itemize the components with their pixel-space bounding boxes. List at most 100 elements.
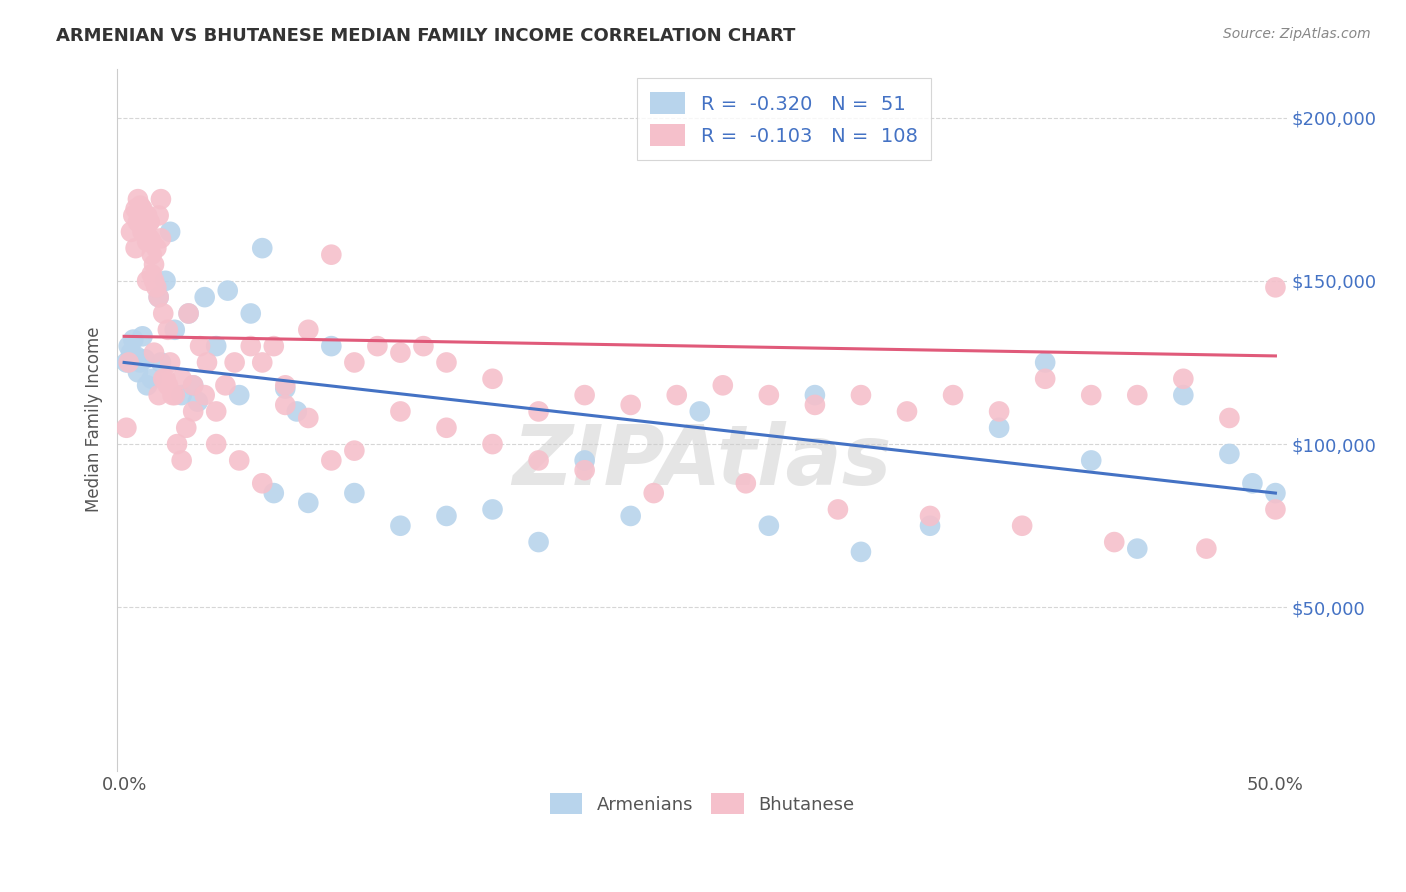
Point [1033, 372, 1056, 386]
Point [205, 404, 228, 418]
Point [145, 280, 167, 294]
Point [159, 355, 181, 369]
Point [827, 502, 849, 516]
Point [115, 421, 138, 435]
Point [481, 372, 503, 386]
Point [574, 463, 596, 477]
Point [127, 215, 149, 229]
Point [138, 231, 160, 245]
Point [274, 398, 297, 412]
Point [274, 382, 297, 396]
Y-axis label: Median Family Income: Median Family Income [86, 326, 103, 512]
Point [217, 284, 239, 298]
Point [436, 421, 458, 435]
Point [131, 202, 153, 216]
Point [988, 404, 1011, 418]
Point [1080, 388, 1102, 402]
Point [127, 365, 149, 379]
Point [120, 345, 142, 359]
Point [620, 398, 643, 412]
Point [205, 437, 228, 451]
Point [321, 248, 343, 262]
Point [134, 352, 156, 367]
Point [665, 388, 688, 402]
Point [170, 388, 193, 402]
Point [252, 241, 274, 255]
Point [143, 345, 166, 359]
Point [527, 535, 550, 549]
Point [138, 215, 160, 229]
Point [1011, 518, 1033, 533]
Point [224, 355, 246, 369]
Point [149, 192, 172, 206]
Point [988, 421, 1011, 435]
Point [297, 411, 319, 425]
Point [527, 453, 550, 467]
Point [297, 496, 319, 510]
Point [942, 388, 965, 402]
Point [758, 388, 780, 402]
Point [1264, 502, 1286, 516]
Point [343, 443, 366, 458]
Point [124, 202, 146, 216]
Point [252, 476, 274, 491]
Point [122, 333, 145, 347]
Point [228, 453, 250, 467]
Point [643, 486, 665, 500]
Point [129, 209, 152, 223]
Point [574, 388, 596, 402]
Point [389, 518, 412, 533]
Point [758, 518, 780, 533]
Point [239, 306, 262, 320]
Point [122, 209, 145, 223]
Text: Source: ZipAtlas.com: Source: ZipAtlas.com [1223, 27, 1371, 41]
Point [366, 339, 388, 353]
Point [527, 404, 550, 418]
Point [124, 349, 146, 363]
Point [163, 323, 186, 337]
Point [1033, 355, 1056, 369]
Point [136, 235, 159, 249]
Point [134, 225, 156, 239]
Point [205, 339, 228, 353]
Point [162, 388, 184, 402]
Point [321, 453, 343, 467]
Point [143, 274, 166, 288]
Point [1218, 411, 1240, 425]
Point [481, 437, 503, 451]
Point [181, 378, 204, 392]
Point [1264, 486, 1286, 500]
Point [804, 398, 827, 412]
Point [1173, 388, 1195, 402]
Point [170, 372, 193, 386]
Point [174, 421, 197, 435]
Point [115, 355, 138, 369]
Point [118, 339, 141, 353]
Point [263, 486, 285, 500]
Point [177, 306, 200, 320]
Point [163, 388, 186, 402]
Point [274, 378, 297, 392]
Point [1126, 541, 1149, 556]
Point [194, 290, 217, 304]
Point [343, 486, 366, 500]
Point [187, 394, 209, 409]
Point [574, 453, 596, 467]
Point [620, 508, 643, 523]
Point [129, 202, 152, 216]
Point [156, 323, 179, 337]
Point [896, 404, 918, 418]
Point [711, 378, 734, 392]
Point [166, 437, 188, 451]
Point [1195, 541, 1218, 556]
Point [252, 355, 274, 369]
Point [343, 355, 366, 369]
Point [195, 355, 218, 369]
Point [389, 345, 412, 359]
Point [155, 372, 177, 386]
Point [285, 404, 308, 418]
Point [412, 339, 434, 353]
Point [124, 241, 146, 255]
Point [156, 378, 179, 392]
Point [177, 306, 200, 320]
